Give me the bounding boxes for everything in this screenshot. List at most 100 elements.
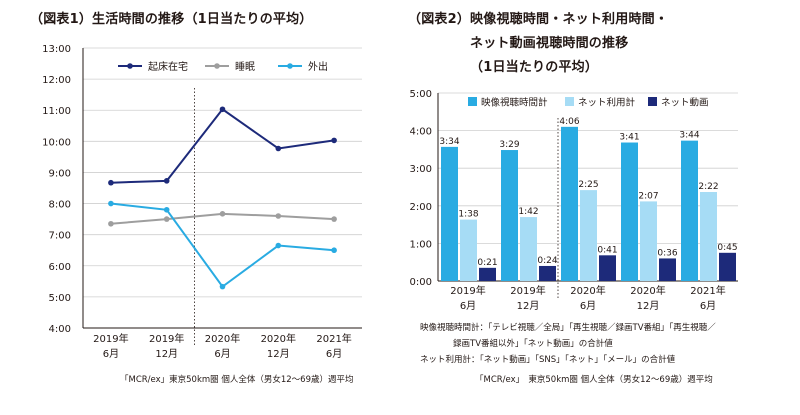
y-tick-label: 3:00 [410, 164, 432, 175]
bar [479, 267, 496, 281]
data-point [275, 145, 282, 152]
x-tick-label: 6月 [700, 300, 716, 312]
data-label: 0:41 [597, 245, 617, 255]
x-tick-label: 6月 [214, 348, 230, 360]
bar [640, 201, 657, 281]
bar [700, 192, 717, 281]
bar [501, 150, 518, 281]
line-chart-living-time: 4:00 5:00 6:00 7:00 8:00 9:00 10:00 11:00 12:00 1… [42, 44, 362, 360]
y-tick-label: 13:00 [42, 44, 71, 55]
chart2-definition-note-3: ネット利用計：「ネット動画」「SNS」「ネット」「メール」の合計値 [420, 355, 676, 365]
data-label: 4:06 [559, 117, 579, 127]
chart1-title: （図表1）生活時間の推移（1日当たりの平均） [30, 12, 313, 27]
bar [460, 219, 477, 281]
bar [621, 142, 638, 281]
y-tick-label: 4:00 [410, 127, 432, 138]
data-label: 2:07 [638, 191, 658, 201]
chart1-source-note: 「MCR/ex」東京50km圏 個人全体（男女12～69歳）週平均 [120, 375, 354, 385]
x-tick-label: 2021年 [690, 284, 725, 297]
data-point [163, 216, 170, 222]
bar [441, 146, 458, 281]
data-label: 0:24 [537, 256, 557, 266]
data-label: 3:44 [679, 131, 699, 141]
bar [561, 126, 578, 281]
data-point [331, 247, 337, 254]
data-label: 1:42 [518, 207, 538, 217]
legend-label: ネット利用計 [578, 97, 636, 109]
legend-label: ネット動画 [661, 98, 709, 109]
chart2-title-line3: （1日当たりの平均） [470, 60, 599, 75]
x-tick-label: 6月 [580, 300, 596, 312]
bar [659, 258, 676, 281]
y-tick-label: 6:00 [49, 262, 71, 273]
data-point [219, 106, 226, 113]
data-point [275, 242, 282, 249]
x-tick-label: 12月 [267, 348, 290, 360]
data-point [163, 178, 170, 184]
data-point [108, 179, 114, 186]
bar [599, 255, 616, 281]
x-tick-label: 2020年 [261, 332, 296, 345]
bar-chart-viewing-time: 0:00 1:00 2:00 3:00 4:00 5:00 2019年 6月 3:34 1:38 0… [410, 89, 738, 312]
bar [539, 265, 556, 281]
legend-marker [287, 63, 293, 69]
x-tick-label: 6月 [460, 300, 476, 312]
data-label: 0:45 [717, 243, 737, 253]
legend-marker [127, 63, 133, 69]
y-tick-label: 8:00 [49, 200, 71, 211]
data-point [219, 211, 226, 217]
y-tick-label: 0:00 [410, 277, 432, 288]
x-tick-label: 2019年 [450, 284, 485, 297]
legend-swatch [468, 97, 477, 106]
x-tick-label: 12月 [637, 300, 660, 312]
x-tick-label: 6月 [326, 348, 342, 360]
series-line [110, 107, 335, 184]
y-tick-label: 1:00 [410, 239, 432, 250]
data-label: 2:25 [578, 180, 598, 190]
bar [681, 140, 698, 281]
bar [580, 190, 597, 281]
legend-marker [214, 63, 220, 69]
x-tick-label: 12月 [155, 348, 178, 360]
legend-label: 睡眠 [235, 60, 255, 73]
data-label: 3:29 [499, 140, 519, 150]
x-tick-label: 2019年 [93, 332, 128, 345]
y-tick-label: 4:00 [49, 324, 71, 335]
data-label: 1:38 [458, 210, 478, 220]
bar [719, 252, 736, 281]
data-point [331, 216, 337, 222]
legend-swatch [648, 97, 657, 106]
data-point [331, 137, 337, 144]
data-point [275, 213, 282, 219]
x-tick-label: 12月 [517, 300, 540, 312]
x-tick-label: 2019年 [149, 332, 184, 345]
data-label: 3:34 [439, 137, 459, 147]
legend-label: 外出 [308, 60, 328, 73]
data-label: 0:36 [657, 248, 677, 258]
data-point [108, 220, 114, 227]
x-tick-label: 2020年 [570, 284, 605, 297]
x-tick-label: 6月 [103, 348, 119, 360]
y-tick-label: 7:00 [49, 231, 71, 242]
data-point [219, 283, 226, 290]
x-tick-label: 2020年 [630, 284, 665, 297]
data-point [108, 200, 114, 207]
y-tick-label: 5:00 [49, 293, 71, 304]
y-tick-label: 9:00 [49, 168, 71, 179]
data-label: 0:21 [477, 258, 497, 268]
x-tick-label: 2020年 [205, 332, 240, 345]
chart2-title-line1: （図表2）映像視聴時間・ネット利用時間・ [408, 12, 669, 27]
chart2-title-line2: ネット動画視聴時間の推移 [470, 36, 629, 51]
legend-swatch [565, 97, 574, 106]
legend-label: 起床在宅 [148, 60, 188, 73]
chart2-definition-note-2: 録画TV番組以外」「ネット動画」の合計値 [453, 339, 613, 349]
data-label: 2:22 [698, 182, 718, 192]
x-tick-label: 2019年 [510, 284, 545, 297]
data-label: 3:41 [619, 133, 639, 143]
y-tick-label: 5:00 [410, 89, 432, 100]
y-tick-label: 11:00 [42, 106, 71, 117]
chart2-source-note: 「MCR/ex」 東京50km圏 個人全体（男女12～69歳）週平均 [475, 375, 713, 385]
data-point [163, 206, 170, 213]
bar [520, 217, 537, 281]
y-tick-label: 12:00 [42, 75, 71, 86]
